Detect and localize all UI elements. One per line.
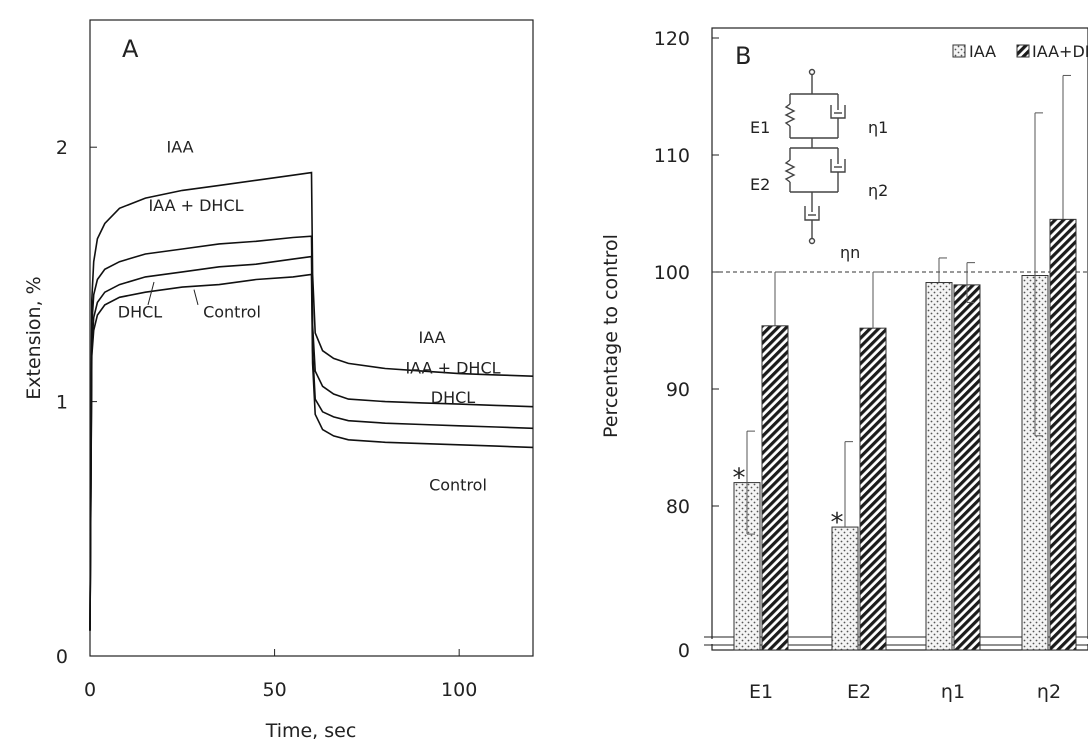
significance-asterisk: * [733, 464, 746, 494]
panel-a-x-axis-label: Time, sec [265, 720, 357, 742]
panel-b-y-axis-label: Percentage to control [600, 234, 622, 438]
curve-label-dhcl: DHCL [431, 388, 476, 407]
panel-b-x-tick-label: E1 [749, 681, 773, 703]
leader-line-dhcl [147, 281, 155, 306]
curve-label-iaa-dhcl: IAA + DHCL [405, 359, 500, 378]
panel-b-y-tick-label: 100 [654, 262, 690, 284]
panel-a-curve-labels: IAA IAA IAA + DHCL IAA + DHCL DHCL DHCL Contro… [118, 137, 501, 494]
bar-iaa-dhcl-2 [1049, 218, 1077, 651]
panel-b-x-tick-label: E2 [847, 681, 871, 703]
leader-line-control [193, 289, 199, 306]
panel-b-x-tick-label: η1 [941, 681, 965, 703]
panel-a-letter: A [122, 35, 139, 63]
panel-b-letter: B [735, 42, 751, 70]
panel-a-x-ticks: 0 50 100 [84, 649, 477, 701]
panel-b-y-tick-label: 90 [666, 379, 690, 401]
bar-iaa-dhcl-1 [953, 284, 981, 651]
curve-label-control: Control [429, 476, 487, 495]
model-label-eta1: η1 [868, 118, 888, 137]
panel-a-y-tick-label: 2 [56, 137, 68, 159]
panel-a-y-ticks: 0 1 2 [56, 137, 97, 668]
panel-b-y-tick-label: 80 [666, 496, 690, 518]
model-bottom-terminal [808, 237, 816, 245]
curve-label-iaa: IAA [418, 328, 445, 347]
significance-asterisk: * [831, 508, 844, 538]
panel-b-plot-frame [711, 27, 1088, 651]
model-label-eta2: η2 [868, 181, 888, 200]
panel-a-x-tick-label: 0 [84, 679, 96, 701]
curve-label-iaa-dhcl: IAA + DHCL [148, 196, 243, 215]
legend-swatch-iaa-dhcl [1016, 44, 1030, 58]
model-label-e1: E1 [750, 118, 770, 137]
legend-label-iaa: IAA [969, 42, 996, 61]
bar-iaa-dhcl-e1 [761, 325, 789, 651]
curve-control [89, 273, 534, 631]
panel-a-x-tick-label: 50 [262, 679, 286, 701]
panel-a-curves [89, 171, 534, 631]
bar-iaa-dhcl-e2 [859, 327, 887, 651]
spring-e1-icon [784, 103, 796, 127]
panel-b-y-tick-label: 110 [654, 145, 690, 167]
model-top-terminal [808, 68, 816, 76]
legend-label-iaa-dhcl: IAA+DHCL [1032, 42, 1088, 61]
panel-a-plot-frame [89, 19, 534, 657]
spring-e2-icon [784, 159, 796, 183]
curve-label-iaa: IAA [166, 137, 193, 156]
curve-iaa [89, 171, 534, 631]
panel-a-y-tick-label: 1 [56, 392, 68, 414]
rheology-model-inset [784, 68, 846, 245]
panel-a-x-tick-label: 100 [441, 679, 477, 701]
curve-iaa-dhcl [89, 235, 534, 631]
panel-b-legend: IAA IAA+DHCL [952, 42, 1088, 61]
panel-b-bars: ** [733, 74, 1077, 651]
model-label-e2: E2 [750, 175, 770, 194]
bar-iaa-e2 [831, 526, 859, 651]
curve-dhcl [89, 255, 534, 631]
panel-a-y-axis-label: Extension, % [23, 276, 45, 399]
panel-b-y-tick-label: 0 [678, 640, 690, 662]
panel-b-axis-break-mask [704, 639, 1088, 644]
panel-b-y-ticks: 0 80 90 100 110 120 [654, 28, 719, 662]
panel-a-y-tick-label: 0 [56, 646, 68, 668]
legend-swatch-iaa [952, 44, 966, 58]
rheology-model-labels: E1 η1 E2 η2 ηn [750, 118, 888, 262]
bar-iaa-1 [925, 282, 953, 651]
curve-label-dhcl: DHCL [118, 303, 163, 322]
panel-b-x-tick-label: η2 [1037, 681, 1061, 703]
panel-a: A 0 50 100 0 1 2 IAA IAA IAA + DHCL IAA + DHCL D… [23, 19, 534, 742]
panel-b-y-tick-label: 120 [654, 28, 690, 50]
curve-label-control: Control [203, 303, 261, 322]
model-label-etan: ηn [840, 243, 860, 262]
panel-b-x-ticks: E1 E2 η1 η2 [749, 681, 1061, 703]
